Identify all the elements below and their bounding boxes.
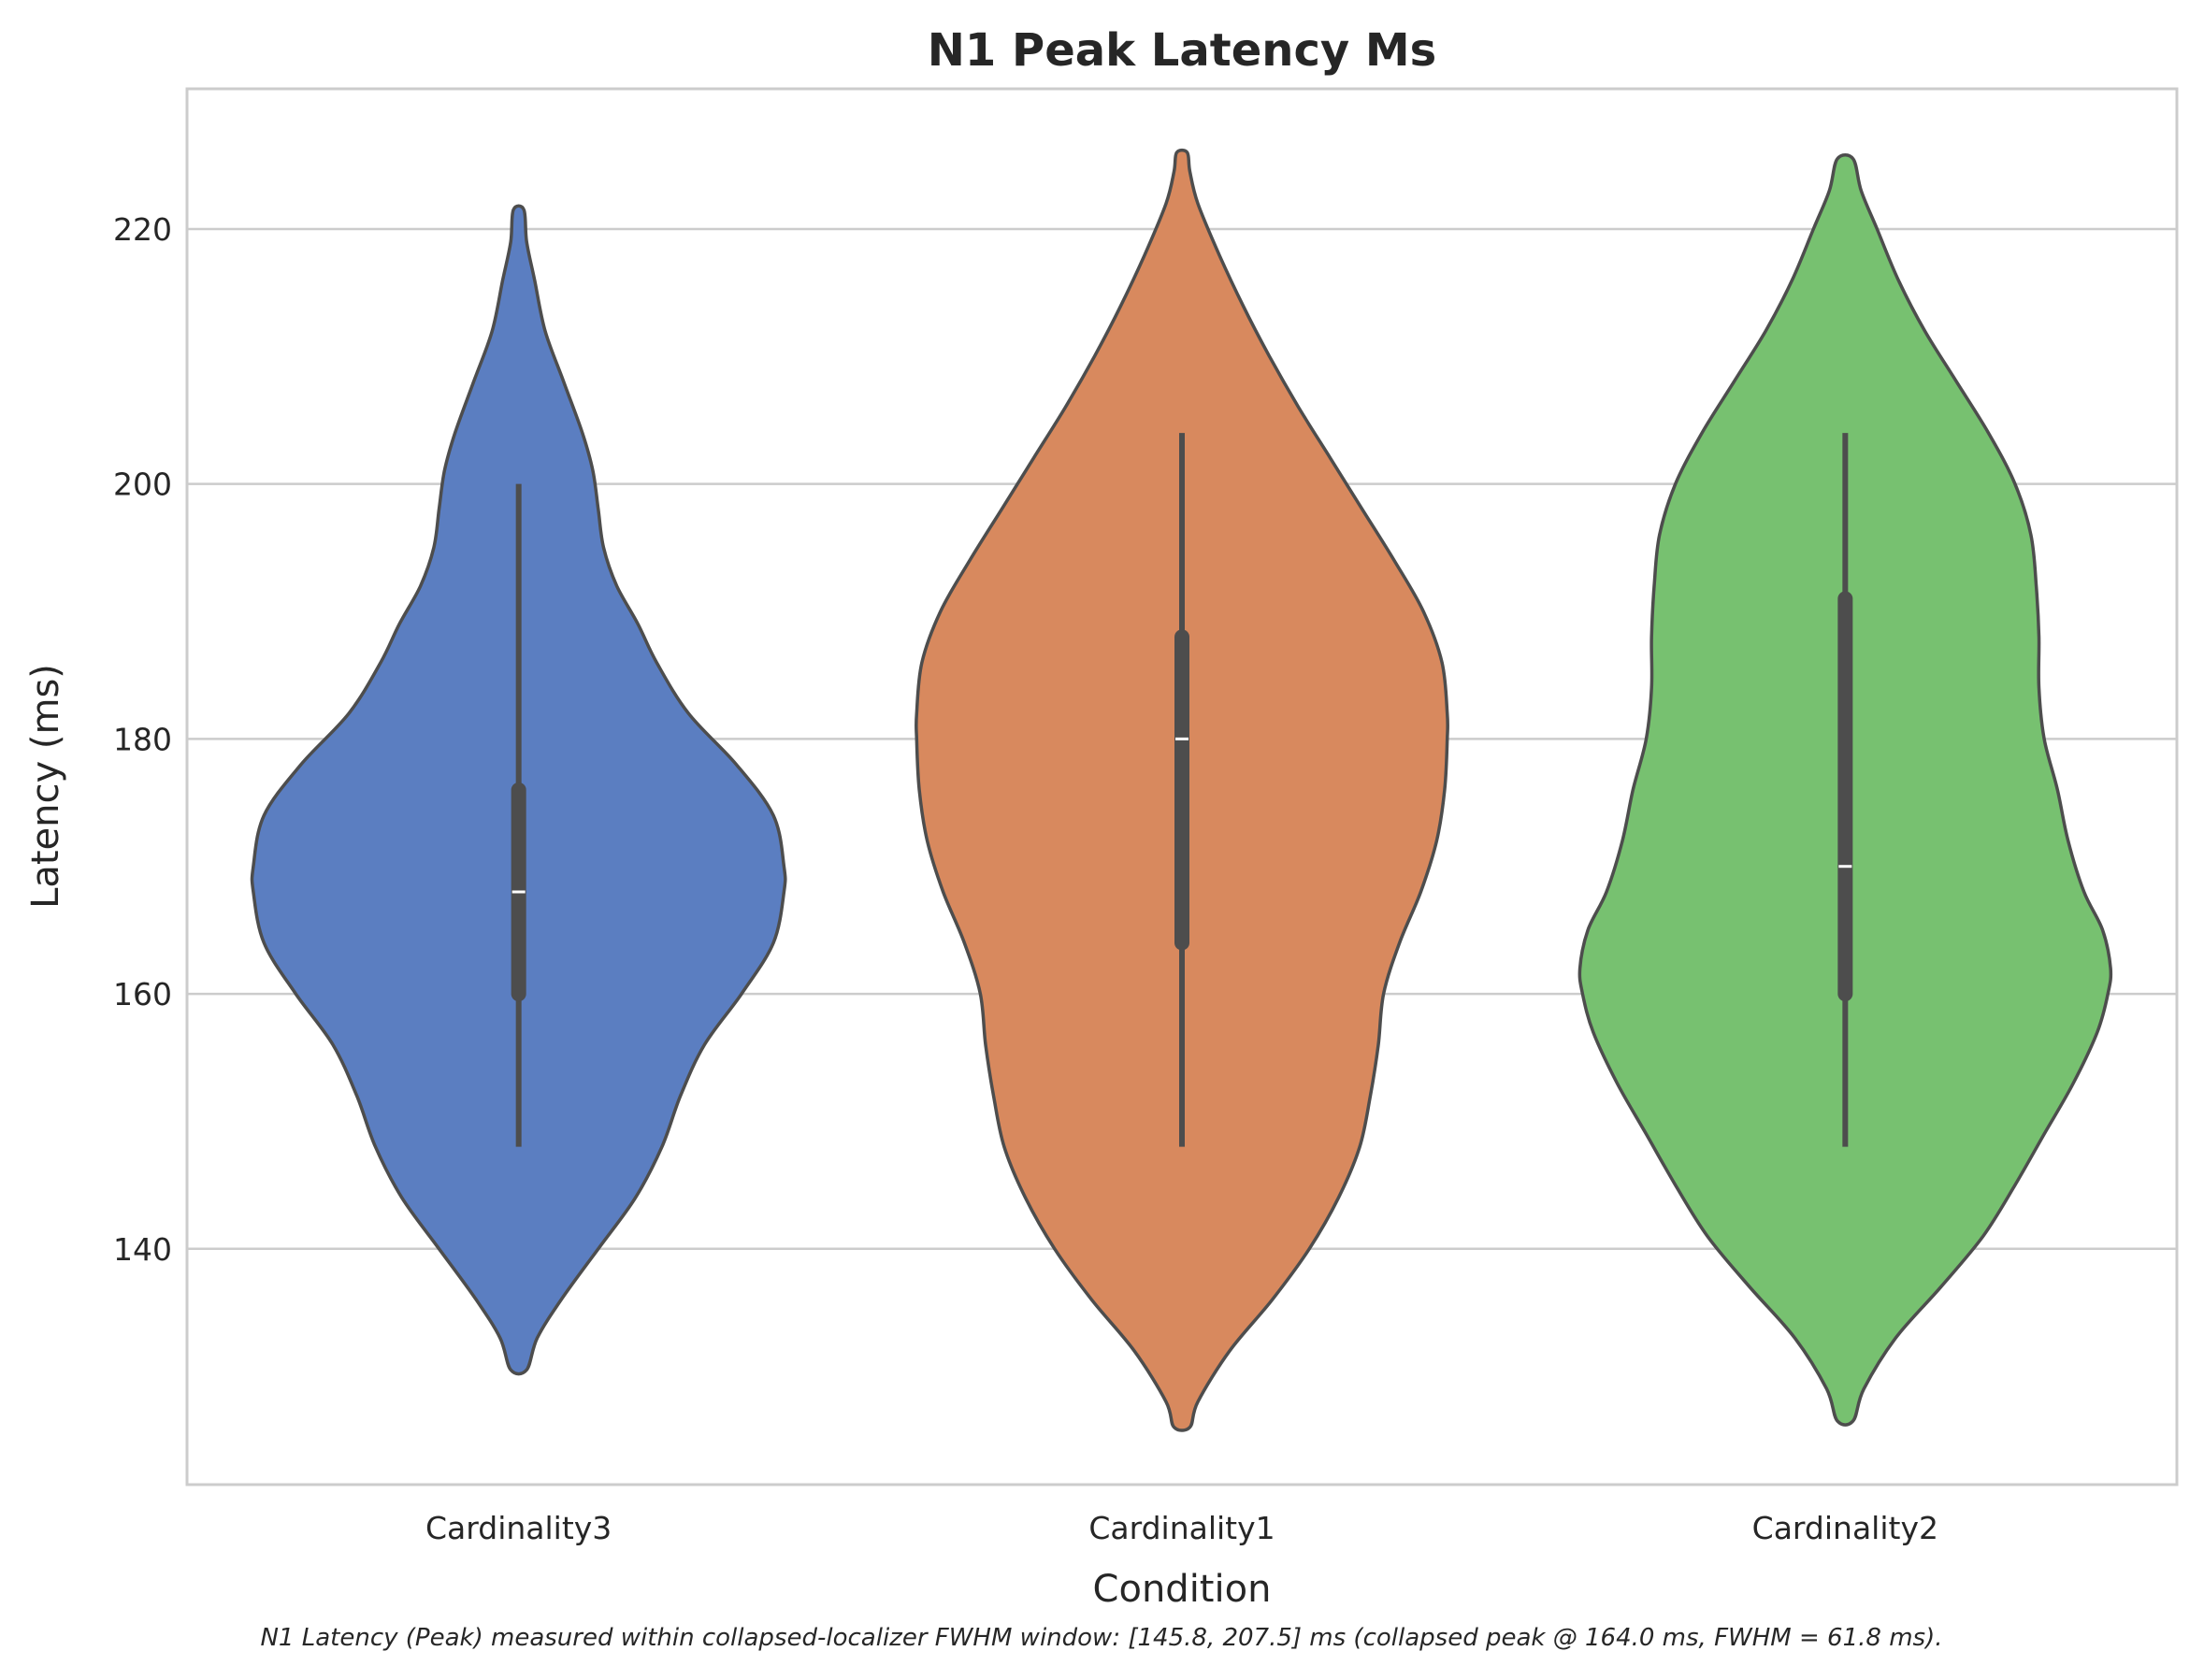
y-axis-label: Latency (ms) xyxy=(24,664,67,909)
x-tick-label: Cardinality3 xyxy=(425,1510,612,1546)
inner-boxes xyxy=(511,433,1853,1147)
y-tick-label: 160 xyxy=(113,976,172,1012)
y-tick-label: 140 xyxy=(113,1231,172,1268)
x-tick-labels: Cardinality3 Cardinality1 Cardinality2 xyxy=(425,1510,1938,1546)
y-tick-labels: 140 160 180 200 220 xyxy=(113,211,172,1268)
x-axis-label: Condition xyxy=(1093,1568,1272,1611)
x-tick-label: Cardinality2 xyxy=(1752,1510,1938,1546)
y-tick-label: 200 xyxy=(113,467,172,503)
chart-title: N1 Peak Latency Ms xyxy=(928,24,1436,77)
y-tick-label: 180 xyxy=(113,721,172,757)
y-tick-label: 220 xyxy=(113,211,172,248)
x-tick-label: Cardinality1 xyxy=(1088,1510,1275,1546)
plot-frame xyxy=(185,87,2179,1486)
chart-caption: N1 Latency (Peak) measured within collap… xyxy=(260,1624,1942,1652)
